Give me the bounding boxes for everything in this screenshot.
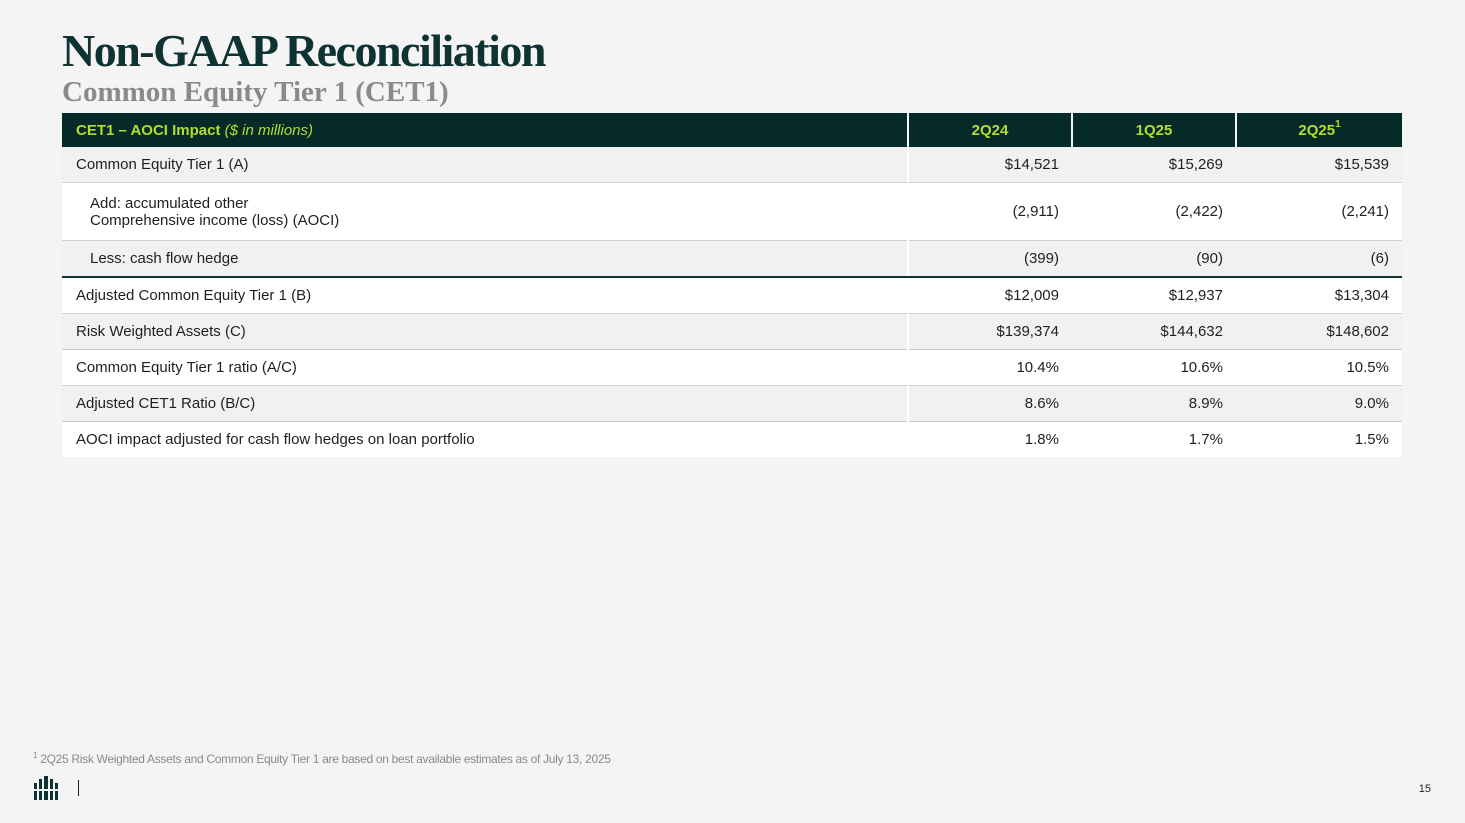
column-header-1q25: 1Q25 — [1071, 113, 1236, 147]
value-2q25: $15,539 — [1236, 147, 1402, 183]
footnote-text: 2Q25 Risk Weighted Assets and Common Equ… — [40, 752, 611, 766]
footnote: 1 2Q25 Risk Weighted Assets and Common E… — [33, 751, 611, 766]
table-row-adjusted-cet1-ratio: Adjusted CET1 Ratio (B/C) 8.6% 8.9% 9.0% — [62, 385, 1402, 422]
footnote-marker: 1 — [33, 751, 38, 760]
row-label: Add: accumulated other Comprehensive inco… — [62, 182, 908, 241]
page-subtitle: Common Equity Tier 1 (CET1) — [62, 76, 449, 108]
table-row-common-equity-tier-1: Common Equity Tier 1 (A) $14,521 $15,269… — [62, 147, 1402, 183]
header-label: CET1 – AOCI Impact — [76, 121, 221, 139]
value-2q25: $148,602 — [1236, 313, 1402, 350]
row-label: Risk Weighted Assets (C) — [62, 313, 908, 350]
row-label-line-2: Comprehensive income (loss) (AOCI) — [90, 211, 340, 229]
value-2q24: $139,374 — [907, 313, 1072, 350]
value-1q25: $144,632 — [1072, 313, 1236, 350]
row-label: Common Equity Tier 1 (A) — [62, 147, 908, 183]
column-header-label: 2Q25 — [1298, 121, 1336, 139]
table-row-aoci-impact: AOCI impact adjusted for cash flow hedge… — [62, 421, 1402, 457]
footnote-marker: 1 — [1335, 118, 1341, 130]
value-2q24: $12,009 — [908, 277, 1072, 314]
column-header-2q24: 2Q24 — [907, 113, 1072, 147]
column-header-label: 1Q25 — [1135, 121, 1173, 139]
value-1q25: (2,422) — [1072, 182, 1236, 241]
value-2q25: 9.0% — [1236, 385, 1402, 422]
row-label: Common Equity Tier 1 ratio (A/C) — [62, 349, 908, 386]
value-2q25: 10.5% — [1236, 349, 1402, 386]
table-row-risk-weighted-assets: Risk Weighted Assets (C) $139,374 $144,6… — [62, 313, 1402, 350]
table-header-row: CET1 – AOCI Impact ($ in millions) 2Q24 … — [62, 113, 1402, 147]
table-row-cet1-ratio: Common Equity Tier 1 ratio (A/C) 10.4% 1… — [62, 349, 1402, 386]
value-2q24: 10.4% — [908, 349, 1072, 386]
value-1q25: 10.6% — [1072, 349, 1236, 386]
table-row-adjusted-cet1: Adjusted Common Equity Tier 1 (B) $12,00… — [62, 277, 1402, 314]
value-2q24: (2,911) — [908, 182, 1072, 241]
value-2q24: $14,521 — [907, 147, 1072, 183]
page-title: Non-GAAP Reconciliation — [62, 25, 546, 76]
value-2q25: (6) — [1236, 240, 1402, 278]
value-1q25: (90) — [1072, 240, 1236, 278]
column-header-2q25: 2Q251 — [1235, 113, 1402, 147]
value-2q24: 8.6% — [907, 385, 1072, 422]
value-1q25: $15,269 — [1072, 147, 1236, 183]
row-label: Adjusted Common Equity Tier 1 (B) — [62, 277, 908, 314]
value-2q24: 1.8% — [908, 421, 1072, 457]
value-2q25: $13,304 — [1236, 277, 1402, 314]
page-number: 15 — [1418, 783, 1431, 795]
table-row-less-cash-flow-hedge: Less: cash flow hedge (399) (90) (6) — [62, 240, 1402, 278]
header-unit: ($ in millions) — [224, 121, 314, 139]
value-2q25: 1.5% — [1236, 421, 1402, 457]
table-header: CET1 – AOCI Impact ($ in millions) 2Q24 … — [62, 113, 1402, 147]
company-logo-icon — [34, 776, 58, 800]
value-2q25: (2,241) — [1236, 182, 1402, 241]
cet1-reconciliation-table: CET1 – AOCI Impact ($ in millions) 2Q24 … — [62, 113, 1402, 457]
value-2q24: (399) — [907, 240, 1072, 278]
table-row-add-aoci: Add: accumulated other Comprehensive inco… — [62, 182, 1402, 241]
column-header-label: 2Q24 — [971, 121, 1009, 139]
row-label: Adjusted CET1 Ratio (B/C) — [62, 385, 908, 422]
value-1q25: 1.7% — [1072, 421, 1236, 457]
value-1q25: $12,937 — [1072, 277, 1236, 314]
row-label-line-1: Add: accumulated other — [90, 194, 249, 212]
row-label: Less: cash flow hedge — [62, 240, 908, 278]
header-label-cell: CET1 – AOCI Impact ($ in millions) — [62, 113, 908, 147]
row-label: AOCI impact adjusted for cash flow hedge… — [62, 421, 908, 457]
footer-divider — [78, 780, 79, 796]
table-body: Common Equity Tier 1 (A) $14,521 $15,269… — [62, 147, 1402, 457]
value-1q25: 8.9% — [1072, 385, 1236, 422]
